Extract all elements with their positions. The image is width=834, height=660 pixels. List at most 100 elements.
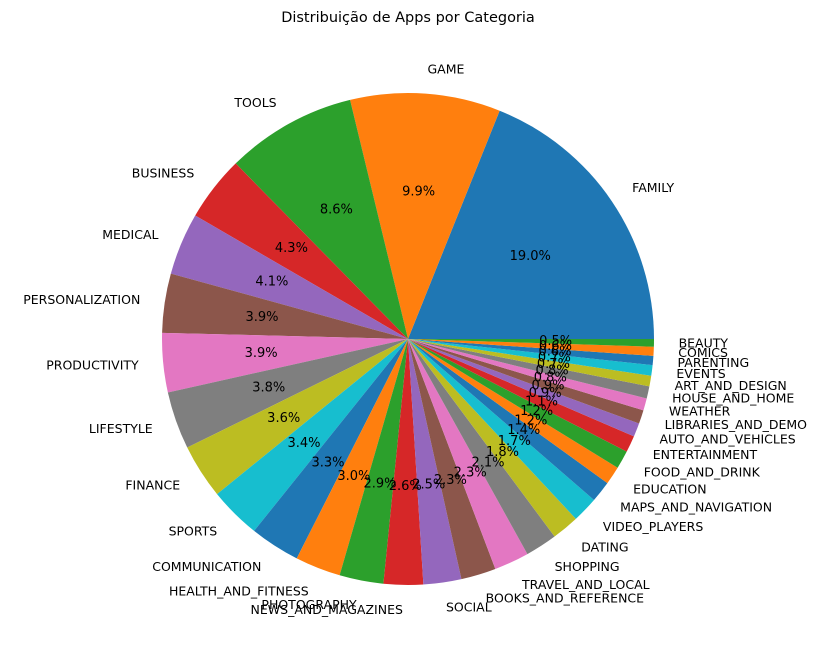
pie-slice-tools xyxy=(235,99,408,339)
pie-category-label-family: FAMILY xyxy=(632,180,674,195)
pie-category-label-food-and-drink: FOOD_AND_DRINK xyxy=(644,464,761,479)
pie-pct-label-finance: 3.6% xyxy=(267,411,300,426)
chart-title: Distribuição de Apps por Categoria xyxy=(281,10,535,26)
pie-category-label-personalization: PERSONALIZATION xyxy=(23,292,140,307)
pie-pct-label-sports: 3.4% xyxy=(287,436,320,451)
pie-slice-lifestyle xyxy=(167,339,408,448)
pie-slice-entertainment xyxy=(408,339,634,452)
pie-pct-label-entertainment: 1.1% xyxy=(525,395,558,410)
pie-category-label-lifestyle: LIFESTYLE xyxy=(89,421,153,436)
pie-slice-beauty xyxy=(408,339,654,347)
pie-slice-news-and-magazines xyxy=(383,339,424,586)
pie-slice-comics xyxy=(408,339,654,356)
pie-slice-auto-and-vehicles xyxy=(408,339,640,437)
pie-category-label-sports: SPORTS xyxy=(169,523,218,538)
pie-pct-label-events: 0.7% xyxy=(538,350,571,365)
pie-pct-label-photography: 2.9% xyxy=(363,476,396,491)
pie-category-label-dating: DATING xyxy=(581,539,628,554)
pie-category-label-entertainment: ENTERTAINMENT xyxy=(653,447,758,462)
pie-slice-maps-and-navigation xyxy=(408,339,608,500)
pie-category-label-medical: MEDICAL xyxy=(102,227,158,242)
pie-category-label-parenting: PARENTING xyxy=(678,355,750,370)
pie-slice-finance xyxy=(187,339,408,495)
pie-category-label-art-and-design: ART_AND_DESIGN xyxy=(675,378,787,393)
pie-slice-art-and-design xyxy=(408,339,652,387)
pie-pct-label-dating: 1.8% xyxy=(486,445,519,460)
pie-slice-medical xyxy=(170,215,408,339)
pie-category-label-comics: COMICS xyxy=(678,345,728,360)
pie-category-label-health-and-fitness: HEALTH_AND_FITNESS xyxy=(169,583,309,598)
pie-category-label-house-and-home: HOUSE_AND_HOME xyxy=(672,390,794,405)
pie-pct-label-education: 1.2% xyxy=(514,413,547,428)
pie-pct-label-food-and-drink: 1.2% xyxy=(520,404,553,419)
pie-pct-label-parenting: 0.6% xyxy=(539,344,572,359)
pie-category-label-weather: WEATHER xyxy=(669,403,731,418)
pie-slice-parenting xyxy=(408,339,654,366)
pie-percent-labels: 19.0% 9.9% 8.6% 4.3% 4.1% 3.9% 3.9% 3.8% 3.6% 3.4… xyxy=(245,184,573,494)
pie-pct-label-productivity: 3.9% xyxy=(245,346,278,361)
pie-pct-label-personalization: 3.9% xyxy=(245,310,278,325)
pie-category-label-finance: FINANCE xyxy=(125,477,180,492)
pie-category-label-productivity: PRODUCTIVITY xyxy=(46,358,139,373)
pie-slice-health-and-fitness xyxy=(296,339,408,576)
pie-slice-dating xyxy=(408,339,576,537)
pie-category-label-beauty: BEAUTY xyxy=(679,336,729,351)
pie-slice-family xyxy=(408,110,654,340)
pie-pct-label-books-and-reference: 2.3% xyxy=(434,473,467,488)
pie-category-labels: FAMILY GAME TOOLS BUSINESS MEDICAL PERSONALIZ… xyxy=(23,62,807,617)
pie-slice-libraries-and-demo xyxy=(408,339,644,424)
pie-category-label-shopping: SHOPPING xyxy=(555,559,620,574)
pie-pct-label-game: 9.9% xyxy=(402,184,435,199)
pie-pct-label-weather: 0.8% xyxy=(534,371,567,386)
pie-category-label-video-players: VIDEO_PLAYERS xyxy=(603,519,703,534)
pie-slice-books-and-reference xyxy=(408,339,496,580)
pie-slice-food-and-drink xyxy=(408,339,627,468)
pie-slice-business xyxy=(195,163,408,339)
pie-pct-label-libraries-and-demo: 0.9% xyxy=(531,378,564,393)
pie-pct-label-medical: 4.1% xyxy=(255,274,288,289)
pie-category-label-libraries-and-demo: LIBRARIES_AND_DEMO xyxy=(665,417,807,432)
pie-slice-sports xyxy=(217,339,408,531)
pie-category-label-photography: PHOTOGRAPHY xyxy=(261,597,357,612)
pie-slice-events xyxy=(408,339,653,376)
pie-pct-label-family: 19.0% xyxy=(510,249,551,264)
pie-pct-label-news-and-magazines: 2.6% xyxy=(389,479,422,494)
pie-category-label-events: EVENTS xyxy=(676,366,725,381)
pie-slice-video-players xyxy=(408,339,595,519)
pie-slice-house-and-home xyxy=(408,339,650,399)
pie-slice-social xyxy=(408,339,462,585)
pie-category-label-maps-and-navigation: MAPS_AND_NAVIGATION xyxy=(620,499,772,514)
pie-category-label-books-and-reference: BOOKS_AND_REFERENCE xyxy=(486,591,645,606)
pie-category-label-travel-and-local: TRAVEL_AND_LOCAL xyxy=(521,577,650,592)
pie-category-label-tools: TOOLS xyxy=(233,95,276,110)
pie-pct-label-tools: 8.6% xyxy=(320,202,353,217)
pie-slice-weather xyxy=(408,339,647,411)
pie-pct-label-comics: 0.6% xyxy=(539,339,572,354)
pie-slice-shopping xyxy=(408,339,555,555)
pie-pct-label-lifestyle: 3.8% xyxy=(252,380,285,395)
pie-slice-photography xyxy=(339,339,408,584)
pie-pct-label-auto-and-vehicles: 0.9% xyxy=(529,386,562,401)
pie-pct-label-shopping: 2.1% xyxy=(471,456,504,471)
pie-category-label-news-and-magazines: NEWS_AND_MAGAZINES xyxy=(251,602,403,617)
pie-pct-label-business: 4.3% xyxy=(275,241,308,256)
pie-category-label-social: SOCIAL xyxy=(446,599,492,614)
pie-slice-travel-and-local xyxy=(408,339,528,569)
pie-slice-game xyxy=(350,92,500,339)
pie-slice-personalization xyxy=(162,273,408,339)
pie-pct-label-art-and-design: 0.7% xyxy=(537,357,570,372)
pie-pct-label-beauty: 0.5% xyxy=(539,334,572,349)
pie-category-label-business: BUSINESS xyxy=(132,166,195,181)
pie-category-label-communication: COMMUNICATION xyxy=(152,559,261,574)
pie-slice-education xyxy=(408,339,618,484)
pie-slices xyxy=(162,92,654,586)
pie-pct-label-social: 2.5% xyxy=(412,478,445,493)
pie-category-label-education: EDUCATION xyxy=(633,482,707,497)
pie-pct-label-house-and-home: 0.8% xyxy=(536,364,569,379)
pie-pct-label-travel-and-local: 2.3% xyxy=(454,465,487,480)
pie-pct-label-health-and-fitness: 3.0% xyxy=(337,469,370,484)
pie-category-label-game: GAME xyxy=(427,62,464,77)
pie-category-label-auto-and-vehicles: AUTO_AND_VEHICLES xyxy=(659,432,795,447)
